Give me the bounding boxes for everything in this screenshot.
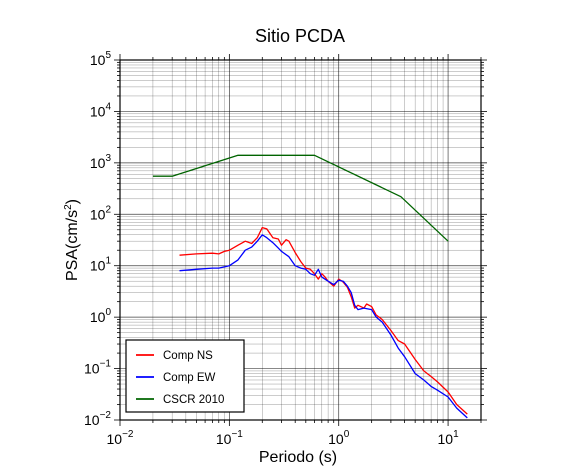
series-line-1 [179,226,468,415]
legend: Comp NS Comp EW CSCR 2010 [125,339,245,413]
legend-label: Comp NS [163,350,213,362]
series-layer [152,154,468,419]
series-line-3 [152,154,449,242]
legend-box [125,339,245,413]
x-tick-label: 100 [328,429,350,447]
plot-frame [119,59,482,421]
y-axis-label-sup: 2 [63,204,74,210]
legend-label: Comp EW [163,372,216,384]
series-line-2 [179,234,468,419]
y-tick-label: 10−2 [84,410,111,428]
y-tick-label: 101 [90,256,112,274]
y-axis-label: PSA(cm/s2) [63,199,81,281]
x-tick-label: 10−2 [107,429,134,447]
y-tick-label: 10−1 [84,359,111,377]
tick-labels: 10−2 10−1 100 101 10−2 10−1 100 101 102 103 104 105 [84,50,459,447]
y-axis-label-end: ) [64,199,81,204]
x-tick-label: 101 [438,429,460,447]
y-tick-label: 100 [90,307,112,325]
y-tick-label: 103 [90,153,112,171]
chart-title: Sitio PCDA [255,26,345,46]
y-axis-label-base: PSA(cm/s [64,210,81,281]
x-tick-label: 10−1 [216,429,243,447]
y-tick-label: 102 [90,204,112,222]
x-axis-label: Periodo (s) [259,449,337,466]
y-tick-label: 105 [90,50,112,68]
legend-label: CSCR 2010 [163,394,224,406]
y-tick-label: 104 [90,101,112,119]
